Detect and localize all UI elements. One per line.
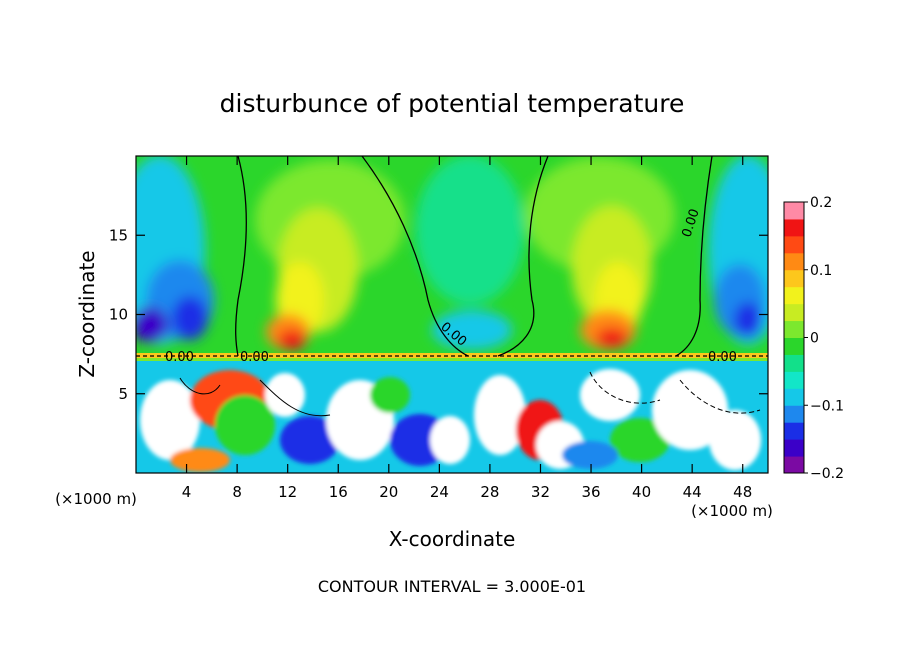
contour-lines — [136, 156, 768, 417]
colorbar-segment — [784, 286, 804, 305]
x-tick-label: 20 — [379, 483, 398, 501]
x-tick-label: 4 — [182, 483, 192, 501]
colorbar-segment — [784, 439, 804, 457]
colorbar-segment — [784, 269, 804, 288]
y-tick-label: 10 — [109, 306, 128, 324]
colorbar-ticks: 0.2 0.1 0 −0.1 −0.2 — [804, 195, 844, 482]
contour-interval-note: CONTOUR INTERVAL = 3.000E-01 — [318, 577, 586, 596]
colorbar-segment — [784, 252, 804, 271]
colorbar-segment — [784, 320, 804, 338]
upper-layer-structure — [136, 156, 768, 350]
colorbar-segment — [784, 405, 804, 423]
colorbar-tick-label: 0.1 — [810, 263, 832, 279]
y-tick-label: 15 — [109, 226, 128, 244]
colorbar-segment — [784, 371, 804, 389]
x-axis-ticks: 4 8 12 16 20 24 28 32 36 40 44 48 — [182, 156, 752, 501]
lower-layer-structure — [136, 361, 768, 473]
x-tick-label: 44 — [683, 483, 702, 501]
colorbar-tick-label: −0.2 — [810, 466, 844, 482]
x-tick-label: 8 — [232, 483, 242, 501]
x-tick-label: 12 — [278, 483, 297, 501]
chart-title: disturbunce of potential temperature — [220, 89, 685, 118]
x-tick-label: 48 — [733, 483, 752, 501]
x-tick-label: 32 — [531, 483, 550, 501]
x-axis-label: X-coordinate — [389, 527, 516, 551]
contour-label: 0.00 — [240, 350, 269, 365]
x-tick-label: 28 — [480, 483, 499, 501]
x-unit-right: (×1000 m) — [691, 502, 773, 520]
y-tick-label: 5 — [118, 385, 128, 403]
x-tick-label: 24 — [430, 483, 449, 501]
colorbar-segment — [784, 354, 804, 372]
contour-label: 0.00 — [165, 350, 194, 365]
heatmap-field — [136, 156, 768, 473]
y-axis-label: Z-coordinate — [75, 250, 99, 377]
colorbar-segment — [784, 202, 804, 220]
colorbar — [783, 201, 805, 474]
colorbar-segment — [784, 218, 804, 237]
colorbar-segment — [784, 337, 804, 355]
x-tick-label: 16 — [329, 483, 348, 501]
colorbar-segment — [784, 388, 804, 406]
y-axis-ticks: 5 10 15 — [109, 226, 768, 403]
contour-label: 0.00 — [708, 350, 737, 365]
colorbar-tick-label: −0.1 — [810, 398, 844, 414]
colorbar-segment — [784, 422, 804, 440]
x-tick-label: 36 — [581, 483, 600, 501]
colorbar-segment — [784, 456, 804, 474]
colorbar-segment — [784, 235, 804, 254]
x-tick-label: 40 — [632, 483, 651, 501]
colorbar-tick-label: 0 — [810, 331, 819, 347]
colorbar-tick-label: 0.2 — [810, 195, 832, 211]
x-unit-left: (×1000 m) — [55, 490, 137, 508]
colorbar-segment — [784, 303, 804, 322]
